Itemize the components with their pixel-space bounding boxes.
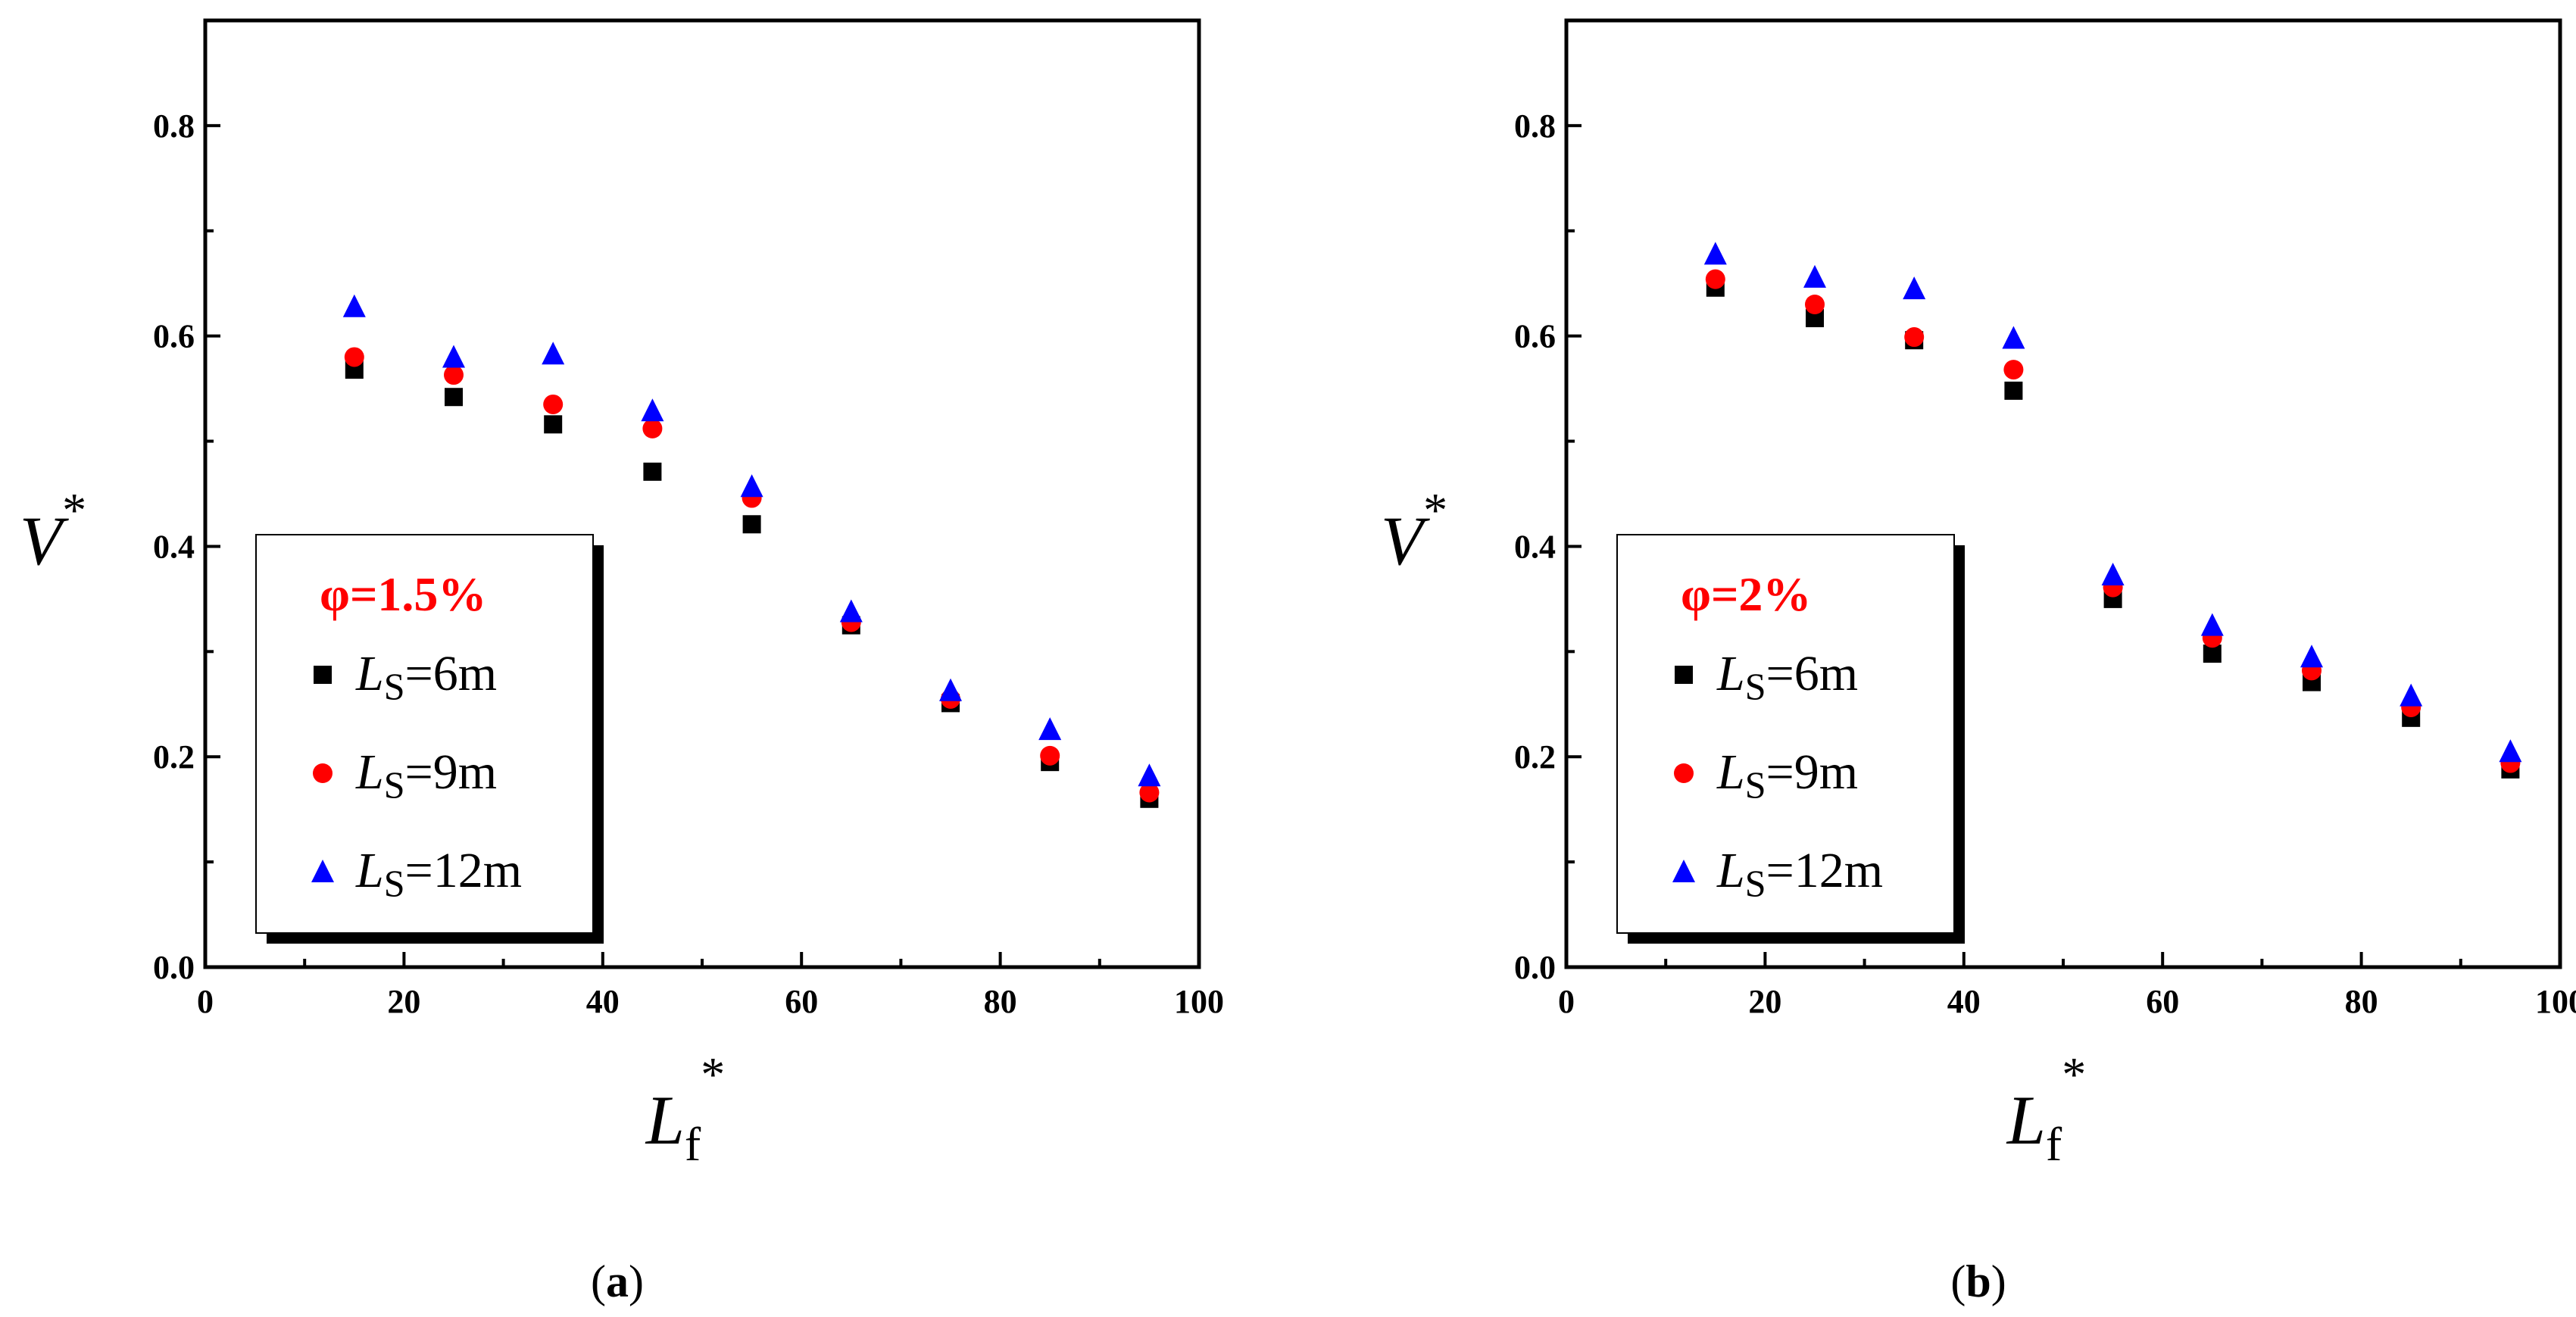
legend-label: LS=12m (355, 843, 522, 904)
data-point-circle (1040, 745, 1060, 766)
x-tick-label: 80 (2345, 983, 2378, 1020)
legend-label: LS=6m (1716, 646, 1858, 707)
x-tick-label: 40 (1947, 983, 1981, 1020)
x-tick-label: 60 (2146, 983, 2179, 1020)
chart-panel-a: 0 20 40 60 80 100 0.0 0.2 0.4 0.6 0.8 Lf* V* φ=1.5% LS… (20, 18, 1224, 1306)
y-tick-label: 0.4 (1514, 528, 1556, 565)
data-point-triangle (1903, 276, 1926, 300)
y-axis-title: V* (20, 483, 86, 579)
panel-label: (a) (591, 1256, 644, 1306)
data-point-triangle (839, 599, 863, 623)
x-axis-title: Lf* (2006, 1047, 2086, 1171)
data-point-triangle (939, 678, 962, 701)
x-tick-label: 100 (2535, 983, 2576, 1020)
data-point-circle (1805, 295, 1825, 314)
legend-marker-square (1675, 666, 1693, 684)
y-tick-label: 0.2 (1514, 738, 1556, 776)
legend-marker-triangle (311, 860, 334, 882)
data-point-triangle (1703, 242, 1727, 265)
data-point-circle (642, 418, 663, 438)
panel-label: (b) (1950, 1256, 2006, 1306)
data-point-triangle (2101, 562, 2125, 585)
data-point-circle (1904, 327, 1925, 348)
data-point-circle (1139, 782, 1160, 803)
legend-marker-triangle (1672, 860, 1695, 882)
data-point-square (544, 415, 563, 434)
data-point-triangle (641, 398, 664, 422)
x-tick-label: 40 (586, 983, 620, 1020)
legend-box (255, 534, 594, 934)
y-tick-label: 0.6 (1514, 318, 1556, 355)
data-point-square (2004, 381, 2023, 400)
x-tick-label: 20 (1748, 983, 1781, 1020)
x-axis-title: Lf* (645, 1047, 725, 1171)
data-point-square (643, 462, 662, 481)
y-tick-label: 0.6 (153, 318, 195, 355)
y-tick-label: 0.8 (153, 108, 195, 145)
data-point-triangle (542, 342, 565, 365)
legend-marker-circle (313, 763, 333, 783)
legend-title: φ=1.5% (320, 567, 486, 621)
data-point-triangle (1038, 717, 1062, 741)
data-point-triangle (2499, 739, 2522, 763)
data-point-triangle (2400, 683, 2423, 707)
x-tick-label: 0 (197, 983, 214, 1020)
legend-label: LS=6m (355, 646, 497, 707)
legend-label: LS=9m (1716, 744, 1858, 806)
y-tick-label: 0.4 (153, 528, 195, 565)
chart-panel-b: 0 20 40 60 80 100 0.0 0.2 0.4 0.6 0.8 Lf* V* φ=2% LS=6… (1381, 18, 2576, 1306)
legend-marker-square (314, 666, 332, 684)
legend-box (1616, 534, 1955, 934)
x-tick-label: 100 (1174, 983, 1224, 1020)
data-point-triangle (740, 474, 763, 498)
data-point-triangle (342, 294, 366, 317)
data-point-circle (2003, 360, 2024, 380)
legend-label: LS=9m (355, 744, 497, 806)
x-tick-label: 20 (387, 983, 420, 1020)
data-point-triangle (2200, 613, 2224, 636)
x-tick-label: 80 (984, 983, 1017, 1020)
legend-marker-circle (1674, 763, 1694, 783)
x-tick-label: 0 (1558, 983, 1575, 1020)
y-axis-title: V* (1381, 483, 1447, 579)
y-tick-label: 0.2 (153, 738, 195, 776)
data-point-triangle (1803, 264, 1826, 288)
legend-title: φ=2% (1681, 567, 1811, 621)
y-tick-label: 0.0 (153, 949, 195, 986)
x-tick-label: 60 (785, 983, 818, 1020)
data-point-square (445, 388, 463, 407)
data-point-circle (344, 347, 364, 367)
data-point-square (742, 515, 761, 534)
data-point-circle (543, 394, 564, 414)
y-tick-label: 0.8 (1514, 108, 1556, 145)
data-point-triangle (442, 345, 465, 368)
legend-label: LS=12m (1716, 843, 1883, 904)
data-point-circle (444, 365, 464, 385)
data-point-triangle (1138, 763, 1161, 787)
data-point-triangle (2300, 644, 2323, 668)
y-tick-label: 0.0 (1514, 949, 1556, 986)
data-point-triangle (2002, 326, 2025, 349)
data-point-circle (1705, 269, 1725, 289)
